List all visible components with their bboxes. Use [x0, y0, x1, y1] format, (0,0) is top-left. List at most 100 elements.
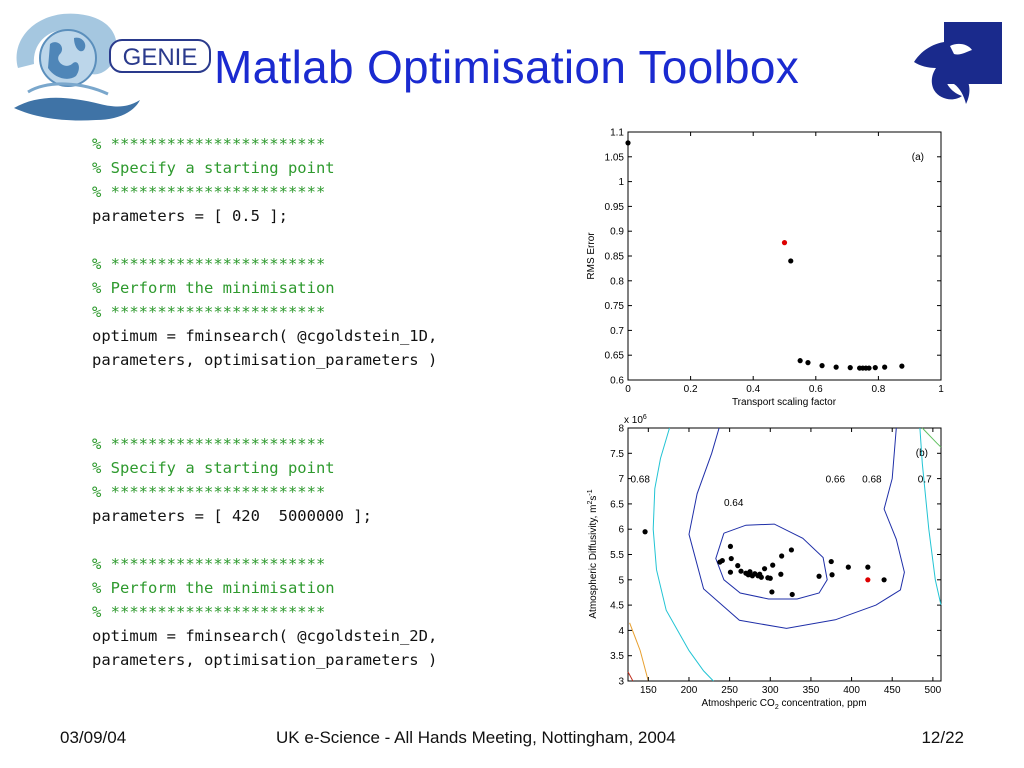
data-point: [727, 543, 734, 550]
y-tick-label: 5: [618, 575, 624, 586]
data-point: [761, 566, 768, 572]
code-comment: % ***********************: [92, 303, 326, 321]
data-point: [778, 571, 784, 577]
contour-line: [919, 427, 942, 606]
y-tick-label: 0.95: [605, 202, 625, 213]
x-tick-label: 0.8: [871, 384, 885, 395]
code-line: parameters = [ 0.5 ];: [92, 207, 288, 225]
x-tick-label: 400: [843, 685, 860, 696]
y-tick-label: 1.1: [610, 128, 624, 139]
code-comment: % ***********************: [92, 483, 326, 501]
code-line: optimum = fminsearch( @cgoldstein_1D,: [92, 327, 438, 345]
x-tick-label: 300: [762, 685, 779, 696]
data-point: [727, 569, 734, 575]
code-comment: % ***********************: [92, 135, 326, 153]
genie-logo-text: GENIE: [123, 44, 198, 71]
chart-a-axes-box: [627, 131, 942, 381]
code-comment: % ***********************: [92, 435, 326, 453]
data-point: [866, 365, 872, 371]
x-tick-label: 0.6: [809, 384, 823, 395]
contour-line: [715, 523, 828, 600]
code-comment: % ***********************: [92, 603, 326, 621]
starting-point: [781, 240, 788, 246]
contour-label: 0.68: [630, 475, 650, 486]
footer-date: 03/09/04: [60, 728, 127, 747]
data-point: [625, 140, 631, 146]
x-tick-label: 0.2: [684, 384, 698, 395]
x-tick-label: 1: [938, 384, 944, 395]
y-tick-label: 6: [618, 525, 624, 536]
x-tick-label: 350: [803, 685, 820, 696]
data-point: [872, 365, 878, 371]
y-tick-label: 3: [618, 677, 624, 688]
data-point: [767, 575, 773, 581]
footer-event: UK e-Science - All Hands Meeting, Nottin…: [276, 728, 676, 747]
y-tick-label: 7: [618, 474, 624, 485]
dolphin-icon: [914, 22, 1002, 104]
chart-b-panel-label: (b): [916, 448, 928, 459]
data-point: [816, 573, 822, 579]
data-point: [899, 363, 905, 369]
code-line: parameters, optimisation_parameters ): [92, 651, 438, 669]
data-point: [805, 360, 811, 366]
data-point: [738, 568, 744, 574]
y-tick-label: 0.65: [605, 351, 625, 362]
data-point: [788, 547, 795, 553]
contour-line: [921, 427, 942, 448]
genie-lamp-icon: GENIE: [14, 13, 211, 121]
code-comment: % Perform the minimisation: [92, 279, 335, 297]
contour-label: 0.66: [826, 475, 846, 486]
code-block-1d: % *********************** % Specify a sta…: [92, 132, 437, 372]
chart-b-plot: 3 3.5 4 4.5 5 5.5 6 6.5 7 7.5 8 150 200 250 300 350 400…: [587, 414, 942, 711]
x-tick-label: 250: [721, 685, 738, 696]
data-point: [845, 564, 851, 570]
starting-point: [865, 577, 871, 583]
y-tick-label: 0.7: [610, 326, 624, 337]
code-comment: % ***********************: [92, 555, 326, 573]
chart-rms-error: 0.6 0.65 0.7 0.75 0.8 0.85 0.9 0.95 1 1.05 1.1 0 0.…: [580, 124, 956, 410]
contour-line: [652, 427, 714, 682]
chart-b-axes-box: [627, 427, 942, 682]
y-tick-label: 3.5: [610, 651, 624, 662]
y-tick-label: 4.5: [610, 601, 624, 612]
code-comment: % Specify a starting point: [92, 459, 335, 477]
data-point: [757, 571, 763, 577]
x-tick-label: 450: [884, 685, 901, 696]
contour-line: [688, 427, 905, 629]
code-line: parameters = [ 420 5000000 ];: [92, 507, 372, 525]
y-tick-label: 0.85: [605, 252, 625, 263]
dolphin-logo: [910, 22, 1002, 108]
code-comment: % Perform the minimisation: [92, 579, 335, 597]
genie-logo: GENIE: [8, 8, 218, 128]
chart-a-xlabel: Transport scaling factor: [732, 397, 837, 408]
y-tick-label: 1.05: [605, 152, 625, 163]
data-point: [881, 577, 887, 583]
code-comment: % Specify a starting point: [92, 159, 335, 177]
contour-label: 0.64: [724, 498, 744, 509]
data-point: [769, 589, 775, 595]
data-point: [728, 555, 734, 562]
chart-b-xlabel: Atmoshperic CO2 concentration, ppm: [701, 698, 866, 710]
data-point: [847, 365, 853, 371]
y-tick-label: 0.8: [610, 276, 624, 287]
data-point: [642, 529, 648, 535]
contour-label: 0.7: [918, 475, 932, 486]
data-point: [833, 364, 839, 370]
data-point: [789, 591, 795, 598]
chart-a-ylabel: RMS Error: [586, 232, 597, 280]
code-line: optimum = fminsearch( @cgoldstein_2D,: [92, 627, 438, 645]
data-point: [819, 363, 825, 369]
contour-label: 0.68: [862, 475, 882, 486]
data-point: [865, 564, 871, 570]
contour-line: [629, 622, 649, 682]
contour-line: [627, 671, 634, 682]
code-comment: % ***********************: [92, 255, 326, 273]
chart-a-panel-label: (a): [912, 152, 924, 163]
y-tick-label: 6.5: [610, 499, 624, 510]
x-tick-label: 0: [625, 384, 631, 395]
y-tick-label: 4: [618, 626, 624, 637]
data-point: [770, 562, 776, 568]
chart-contour-diffusivity: 3 3.5 4 4.5 5 5.5 6 6.5 7 7.5 8 150 200 250 300 350 400…: [580, 412, 956, 711]
data-point: [779, 553, 785, 559]
footer-page-number: 12/22: [921, 728, 964, 747]
